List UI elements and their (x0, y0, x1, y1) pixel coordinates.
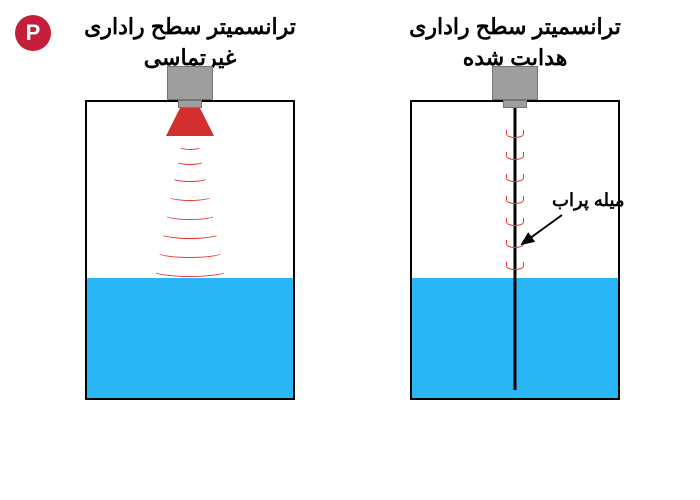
logo-letter: P (26, 20, 41, 46)
radar-wave-arc (160, 228, 220, 239)
guided-wave-arc (506, 174, 524, 182)
radar-wave-arc (179, 144, 201, 150)
guided-wave-arc (506, 152, 524, 160)
radar-wave-arc (156, 246, 224, 258)
guided-wave-arc (506, 262, 524, 270)
diagram-container: P ترانسمیتر سطح راداریغیرتماسی ترانسمیتر… (0, 0, 700, 500)
radar-horn-icon (166, 108, 214, 136)
radar-wave-arc (172, 174, 208, 182)
radar-wave-arc (176, 158, 204, 165)
left-title: ترانسمیتر سطح راداریغیرتماسی (70, 12, 310, 74)
left-liquid (87, 278, 293, 398)
guided-wave-arc (506, 240, 524, 248)
radar-wave-arc (152, 264, 228, 277)
probe-label: میله پراب (552, 190, 625, 211)
right-sensor-neck (503, 100, 527, 108)
right-sensor-cap (492, 66, 538, 100)
guided-wave-arc (506, 196, 524, 204)
logo-badge: P (15, 15, 51, 51)
left-sensor-cap (167, 66, 213, 100)
radar-wave-arc (164, 210, 216, 220)
right-tank (410, 100, 620, 400)
guided-wave-arc (506, 130, 524, 138)
radar-wave-arc (168, 192, 212, 201)
right-title: ترانسمیتر سطح راداریهدایت شده (395, 12, 635, 74)
guided-wave-arc (506, 218, 524, 226)
left-tank (85, 100, 295, 400)
left-sensor-neck (178, 100, 202, 108)
probe-rod (514, 108, 517, 390)
